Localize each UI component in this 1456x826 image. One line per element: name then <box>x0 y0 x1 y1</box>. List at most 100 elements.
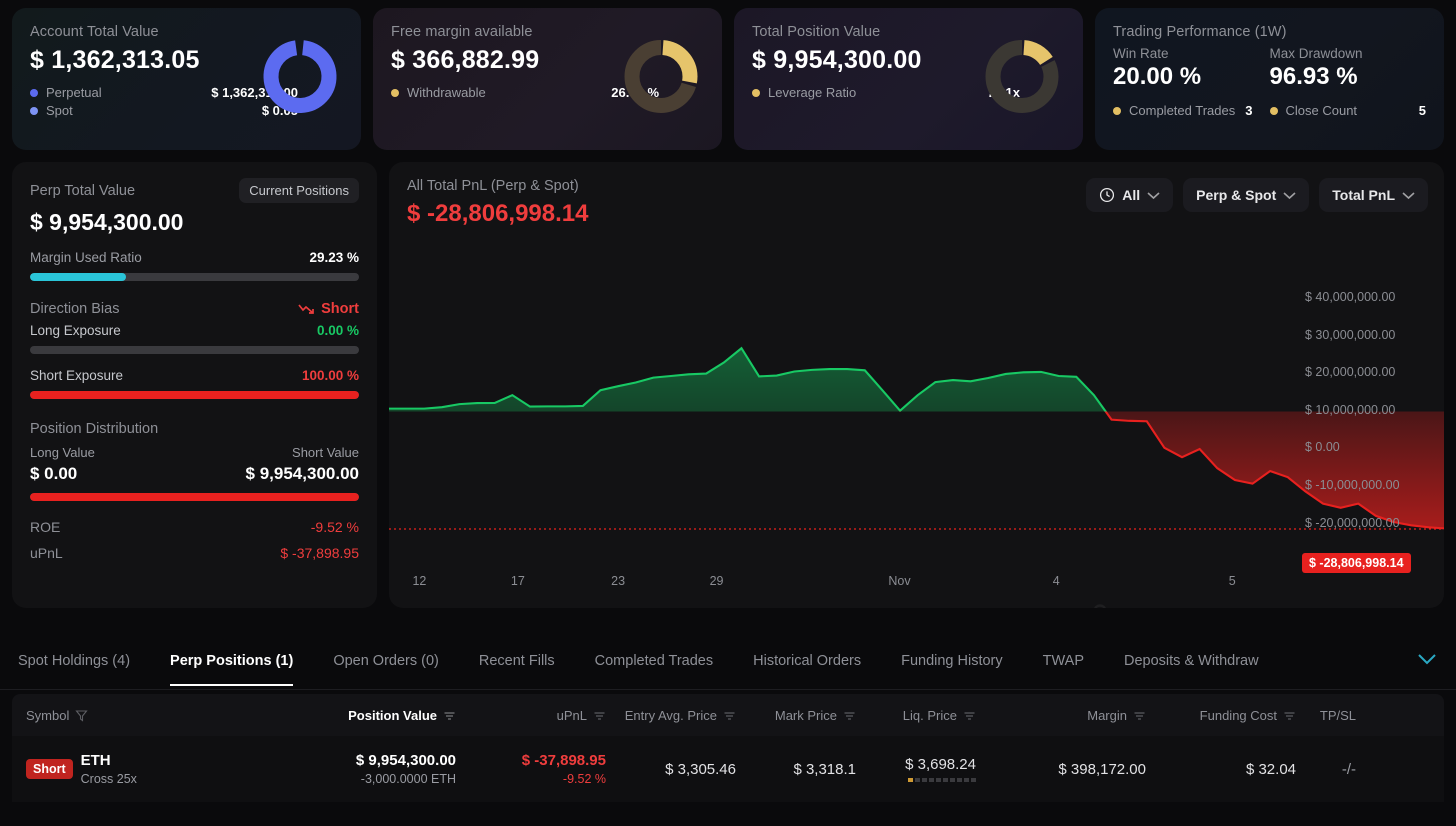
tabs-expand-chevron-icon[interactable] <box>1406 649 1438 672</box>
legend-dot-icon <box>1269 106 1278 115</box>
column-mark-price[interactable]: Mark Price <box>736 708 856 723</box>
legend-dot-icon <box>30 88 38 97</box>
column-upnl[interactable]: uPnL <box>456 708 606 723</box>
cell-funding-cost: $ 32.04 <box>1146 761 1296 778</box>
sort-icon <box>844 711 855 720</box>
column-symbol[interactable]: Symbol <box>26 708 316 723</box>
column-label: Liq. Price <box>902 707 957 723</box>
trading-performance-card: Trading Performance (1W) Win Rate 20.00 … <box>1095 8 1444 150</box>
sort-icon <box>964 711 975 720</box>
roe-label: ROE <box>30 519 61 535</box>
performance-metrics: Win Rate 20.00 % Max Drawdown 96.93 % <box>1113 46 1426 91</box>
sort-icon <box>1284 711 1295 720</box>
tab-spot-holdings-4[interactable]: Spot Holdings (4) <box>18 635 130 686</box>
table-row[interactable]: Short ETH Cross 25x $ 9,954,300.00 -3,00… <box>12 736 1444 802</box>
chart-y-axis: $ 40,000,000.00 $ 30,000,000.00 $ 20,000… <box>1292 290 1444 574</box>
column-tpsl[interactable]: TP/SL <box>1296 708 1356 723</box>
y-axis-tick: $ 40,000,000.00 <box>1305 290 1396 304</box>
margin-used-bar-fill <box>30 273 127 281</box>
column-funding-cost[interactable]: Funding Cost <box>1146 708 1296 723</box>
column-label: Mark Price <box>774 707 837 723</box>
tab-twap[interactable]: TWAP <box>1043 635 1084 686</box>
cell-upnl: $ -37,898.95 -9.52 % <box>456 752 606 786</box>
liq-risk-segment <box>936 778 941 782</box>
metric-dropdown[interactable]: Total PnL <box>1319 178 1428 212</box>
hyperbot-logo-icon <box>1094 604 1106 608</box>
table-header-row: Symbol Position Value uPnL <box>12 694 1444 736</box>
cell-tpsl: -/- <box>1296 761 1356 778</box>
legend-value: 3 <box>1245 103 1253 118</box>
tab-open-orders-0[interactable]: Open Orders (0) <box>333 635 439 686</box>
long-exposure-bar <box>30 346 359 354</box>
column-entry-avg-price[interactable]: Entry Avg. Price <box>606 708 736 723</box>
hyperbot-watermark: Hyperbot <box>1089 600 1309 608</box>
column-margin[interactable]: Margin <box>976 708 1146 723</box>
cell-liq-price: $ 3,698.24 <box>856 756 976 782</box>
legend-label: Close Count <box>1285 103 1358 118</box>
cell-mark-price: $ 3,318.1 <box>736 761 856 778</box>
y-axis-tick: $ 0.00 <box>1305 440 1340 455</box>
position-distribution-values: $ 0.00 $ 9,954,300.00 <box>30 464 359 484</box>
tab-historical-orders[interactable]: Historical Orders <box>753 635 861 686</box>
column-label: Margin <box>1087 707 1127 723</box>
long-exposure-label: Long Exposure <box>30 323 121 338</box>
tab-completed-trades[interactable]: Completed Trades <box>595 635 713 686</box>
current-positions-chip[interactable]: Current Positions <box>239 178 359 203</box>
current-value-marker: $ -28,806,998.14 <box>1302 553 1411 574</box>
metric-value: 96.93 % <box>1269 63 1358 90</box>
column-position-value[interactable]: Position Value <box>316 708 456 723</box>
y-axis-tick: $ 10,000,000.00 <box>1305 402 1396 417</box>
free-margin-card: Free margin available $ 366,882.99 Withd… <box>373 8 722 150</box>
tab-funding-history[interactable]: Funding History <box>901 635 1003 686</box>
tab-label: Open Orders (0) <box>333 653 439 669</box>
chart-x-axis: 12 17 23 29 Nov 4 5 <box>389 574 1292 594</box>
mark-price-value: $ 3,318.1 <box>793 760 856 778</box>
chart-controls: All Perp & Spot Total PnL <box>1086 178 1428 212</box>
upnl-row: uPnL $ -37,898.95 <box>30 545 359 561</box>
position-distribution-labels: Long Value Short Value <box>30 445 359 460</box>
x-axis-tick: 4 <box>1052 574 1060 588</box>
liq-risk-segment <box>971 778 976 782</box>
account-type-dropdown[interactable]: Perp & Spot <box>1183 178 1310 212</box>
short-value: $ 9,954,300.00 <box>245 464 359 483</box>
tab-label: Deposits & Withdraw <box>1124 653 1259 669</box>
performance-legend: Completed Trades 3 Close Count 5 <box>1113 103 1426 118</box>
position-distribution-bar-fill <box>30 493 359 501</box>
tab-label: Perp Positions (1) <box>170 653 294 669</box>
tab-recent-fills[interactable]: Recent Fills <box>479 635 555 686</box>
column-liq-price[interactable]: Liq. Price <box>856 708 976 723</box>
direction-bias-row: Direction Bias Short <box>30 301 359 317</box>
tab-deposits-withdraw[interactable]: Deposits & Withdraw <box>1124 635 1259 686</box>
liq-risk-segment <box>957 778 962 782</box>
chevron-down-icon <box>1147 191 1160 199</box>
column-label: Symbol <box>26 707 70 723</box>
long-value: $ 0.00 <box>30 464 78 483</box>
roe-row: ROE -9.52 % <box>30 519 359 535</box>
tab-perp-positions-1[interactable]: Perp Positions (1) <box>170 635 294 686</box>
symbol-name: ETH <box>80 752 111 770</box>
position-value: $ 9,954,300.00 <box>355 752 456 769</box>
max-drawdown-metric: Max Drawdown 96.93 % <box>1270 46 1427 91</box>
tab-label: Historical Orders <box>753 653 862 669</box>
summary-cards-row: Account Total Value $ 1,362,313.05 Perpe… <box>0 0 1456 150</box>
cell-margin: $ 398,172.00 <box>976 761 1146 778</box>
middle-row: Perp Total Value Current Positions $ 9,9… <box>0 150 1456 608</box>
pnl-chart-panel: All Total PnL (Perp & Spot) $ -28,806,99… <box>389 162 1444 608</box>
column-label: Entry Avg. Price <box>624 707 717 723</box>
short-exposure-row: Short Exposure 100.00 % <box>30 368 359 383</box>
metric-label: Total PnL <box>1332 187 1395 203</box>
tab-label: Spot Holdings (4) <box>18 653 131 669</box>
time-range-dropdown[interactable]: All <box>1086 178 1174 212</box>
watermark-text: Hyperbot <box>1163 605 1309 608</box>
upnl-value: $ -37,898.95 <box>280 545 359 561</box>
sort-icon <box>444 711 455 720</box>
filter-icon <box>75 709 89 722</box>
win-rate-metric: Win Rate 20.00 % <box>1113 46 1270 91</box>
chevron-down-icon <box>1402 191 1415 199</box>
cell-entry-price: $ 3,305.46 <box>606 761 736 778</box>
legend-label: Withdrawable <box>407 85 486 100</box>
perp-total-value-panel: Perp Total Value Current Positions $ 9,9… <box>12 162 377 608</box>
y-axis-tick: $ 30,000,000.00 <box>1305 327 1396 342</box>
card-title: Free margin available <box>391 24 533 40</box>
